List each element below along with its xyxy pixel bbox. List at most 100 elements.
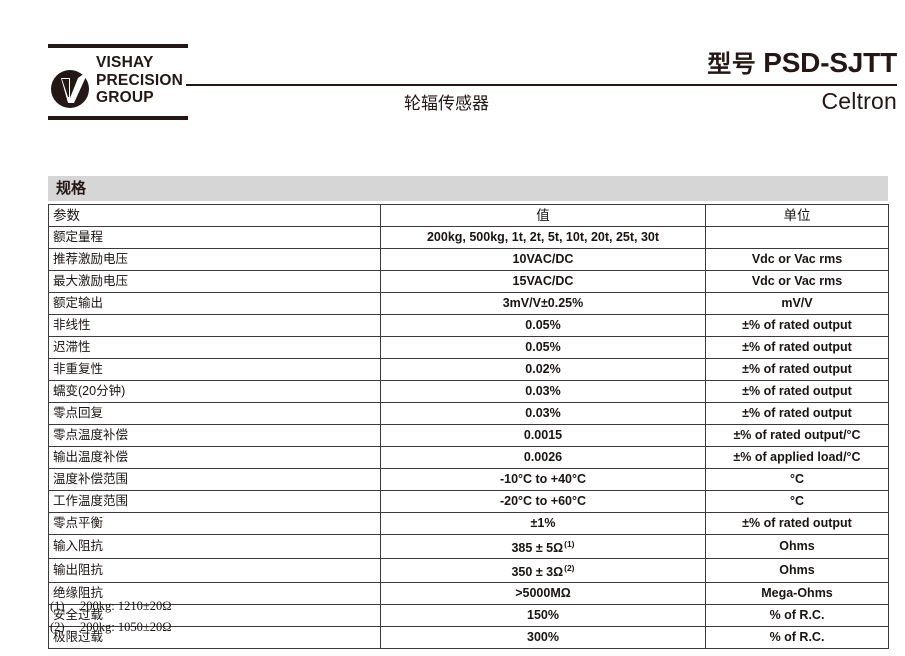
cell-value: ±1% (380, 512, 706, 535)
footnote-mark: (1) (50, 599, 65, 613)
cell-parameter: 输出阻抗 (48, 558, 381, 584)
cell-parameter: 额定输出 (48, 292, 381, 315)
cell-unit: % of R.C. (705, 626, 889, 650)
footnote-item: (2) 200kg: 1050±20Ω (50, 617, 172, 638)
logo-line-1: VISHAY (96, 54, 154, 71)
cell-unit: ±% of rated output (705, 336, 889, 359)
cell-parameter: 零点温度补偿 (48, 424, 381, 447)
cell-parameter: 推荐激励电压 (48, 248, 381, 271)
footnote-mark: (2) (50, 620, 65, 634)
table-header-row: 参数值单位 (48, 204, 889, 227)
model-label: 型号 (707, 51, 757, 78)
cell-value: 150% (380, 604, 706, 628)
specifications-table: 参数值单位 额定量程 200kg, 500kg, 1t, 2t, 5t, 10t, … (48, 204, 889, 650)
footnote-item: (1) 200kg: 1210±20Ω (50, 596, 172, 617)
table-row: 额定输出 3mV/V±0.25% mV/V (48, 292, 889, 315)
cell-value: 3mV/V±0.25% (380, 292, 706, 315)
cell-unit: ±% of rated output (705, 358, 889, 381)
cell-value: 0.05% (380, 336, 706, 359)
cell-value: 0.0026 (380, 446, 706, 469)
table-row: 最大激励电压 15VAC/DC Vdc or Vac rms (48, 270, 889, 293)
cell-unit (705, 226, 889, 249)
cell-parameter: 温度补偿范围 (48, 468, 381, 491)
cell-unit: ±% of rated output (705, 380, 889, 403)
cell-parameter: 工作温度范围 (48, 490, 381, 513)
cell-value: 0.0015 (380, 424, 706, 447)
table-row: 非重复性 0.02% ±% of rated output (48, 358, 889, 381)
cell-value: -20°C to +60°C (380, 490, 706, 513)
footnote-text: 200kg: 1210±20Ω (80, 599, 172, 613)
model-value: PSD-SJTT (763, 47, 897, 78)
footnote-marker: (2) (564, 563, 575, 574)
cell-parameter: 额定量程 (48, 226, 381, 249)
brand-name: Celtron (821, 88, 897, 114)
table-row: 额定量程 200kg, 500kg, 1t, 2t, 5t, 10t, 20t, … (48, 226, 889, 249)
cell-parameter: 输出温度补偿 (48, 446, 381, 469)
table-row: 输入阻抗 385 ± 5Ω(1) Ohms (48, 533, 889, 560)
cell-parameter: 蠕变(20分钟) (48, 380, 381, 403)
cell-unit: ±% of rated output (705, 314, 889, 337)
cell-parameter: 非重复性 (48, 358, 381, 381)
cell-unit: °C (705, 490, 889, 513)
cell-value: 0.02% (380, 358, 706, 381)
cell-parameter: 迟滞性 (48, 336, 381, 359)
cell-unit: Vdc or Vac rms (705, 248, 889, 271)
table-row: 工作温度范围 -20°C to +60°C °C (48, 490, 889, 513)
footnote-marker: (1) (564, 539, 575, 549)
cell-parameter: 零点回复 (48, 402, 381, 425)
column-header-value: 值 (380, 204, 706, 227)
cell-unit: mV/V (705, 292, 889, 315)
table-row: 推荐激励电压 10VAC/DC Vdc or Vac rms (48, 248, 889, 271)
logo-line-3: GROUP (96, 89, 154, 106)
header-divider (186, 84, 897, 86)
vishay-precision-group-logo: VISHAY PRECISION GROUP (48, 44, 188, 120)
cell-value: 0.03% (380, 402, 706, 425)
section-title: 规格 (48, 176, 888, 201)
cell-unit: Mega-Ohms (705, 582, 889, 606)
logo-rule-top (48, 44, 188, 48)
footnote-text: 200kg: 1050±20Ω (80, 620, 172, 634)
cell-unit: ±% of rated output (705, 512, 889, 535)
cell-value: >5000MΩ (380, 582, 706, 606)
table-row: 零点平衡 ±1% ±% of rated output (48, 512, 889, 535)
cell-parameter: 非线性 (48, 314, 381, 337)
cell-parameter: 零点平衡 (48, 512, 381, 535)
cell-unit: ±% of rated output (705, 402, 889, 425)
table-row: 绝缘阻抗 >5000MΩ Mega-Ohms (48, 582, 889, 606)
cell-unit: Ohms (705, 533, 889, 560)
specifications-section: 规格 参数值单位 额定量程 200kg, 500kg, 1t, 2t, 5t, 10… (48, 176, 889, 650)
table-row: 安全过载 150%% of R.C. (48, 604, 889, 628)
cell-unit: Ohms (705, 558, 889, 584)
table-row: 温度补偿范围 -10°C to +40°C °C (48, 468, 889, 491)
column-header-unit: 单位 (705, 204, 889, 227)
table-row: 零点回复 0.03% ±% of rated output (48, 402, 889, 425)
logo-wordmark: VISHAY PRECISION GROUP (96, 54, 183, 107)
model-heading: 型号 PSD-SJTT (707, 44, 897, 79)
table-row: 极限过载 300%% of R.C. (48, 626, 889, 650)
product-subtitle: 轮辐传感器 (404, 94, 489, 113)
cell-value: 385 ± 5Ω(1) (380, 533, 706, 560)
page-header: VISHAY PRECISION GROUP 型号 PSD-SJTT 轮辐传感器 … (0, 0, 905, 140)
cell-parameter: 安全过载 (48, 604, 381, 628)
cell-value: -10°C to +40°C (380, 468, 706, 491)
logo-rule-bottom (48, 116, 188, 120)
table-row: 迟滞性 0.05% ±% of rated output (48, 336, 889, 359)
cell-parameter: 最大激励电压 (48, 270, 381, 293)
cell-unit: ±% of rated output/°C (705, 424, 889, 447)
table-row: 输出阻抗 350 ± 3Ω(2) Ohms (48, 558, 889, 584)
table-row: 蠕变(20分钟) 0.03% ±% of rated output (48, 380, 889, 403)
cell-unit: ±% of applied load/°C (705, 446, 889, 469)
cell-parameter: 输入阻抗 (48, 533, 381, 560)
cell-value: 350 ± 3Ω(2) (380, 558, 706, 584)
cell-value: 10VAC/DC (380, 248, 706, 271)
column-header-param: 参数 (48, 204, 381, 227)
cell-unit: °C (705, 468, 889, 491)
table-row: 输出温度补偿 0.0026 ±% of applied load/°C (48, 446, 889, 469)
cell-value: 300% (380, 626, 706, 650)
table-row: 非线性 0.05% ±% of rated output (48, 314, 889, 337)
cell-value: 200kg, 500kg, 1t, 2t, 5t, 10t, 20t, 25t,… (380, 226, 706, 249)
vpg-v-circle-icon (48, 64, 94, 110)
cell-value: 15VAC/DC (380, 270, 706, 293)
footnotes: (1) 200kg: 1210±20Ω (2) 200kg: 1050±20Ω (50, 596, 172, 638)
cell-value: 0.03% (380, 380, 706, 403)
